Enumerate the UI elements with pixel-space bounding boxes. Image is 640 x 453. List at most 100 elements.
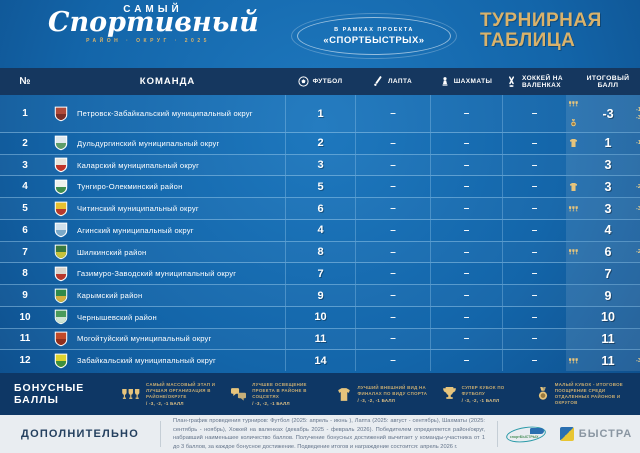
team-name: Агинский муниципальный округ bbox=[77, 225, 194, 235]
team-emblem bbox=[54, 106, 68, 122]
team-name: Дульдургинский муниципальный округ bbox=[77, 138, 220, 148]
table-row: 8 Газимуро-Заводский муниципальный округ… bbox=[0, 263, 640, 286]
sportbystryh-logo-arrow bbox=[529, 428, 544, 434]
total-score-cell: 9 bbox=[566, 285, 640, 306]
bonus-items: САМЫЙ МАССОВЫЙ ЭТАП И ЛУЧШАЯ ОРГАНИЗАЦИЯ… bbox=[122, 382, 640, 407]
hockey-sticks-icon bbox=[505, 76, 518, 87]
chess-score: – bbox=[430, 133, 502, 154]
table-row: 4 Тунгиро-Олекминский район 5 – – – 3 -2 bbox=[0, 176, 640, 199]
bonus-badges bbox=[566, 243, 580, 261]
total-score-cell: 11 -3 bbox=[566, 350, 640, 372]
total-score: 4 bbox=[604, 223, 612, 238]
bonus-note: -2 bbox=[636, 249, 640, 256]
row-rank: 5 bbox=[22, 203, 28, 215]
chess-score: – bbox=[430, 219, 502, 241]
hockey-score: – bbox=[502, 306, 566, 328]
lapta-score: – bbox=[355, 263, 430, 285]
col-header-lapta: ЛАПТА bbox=[355, 76, 430, 87]
bonus-item-text: САМЫЙ МАССОВЫЙ ЭТАП И ЛУЧШАЯ ОРГАНИЗАЦИЯ… bbox=[146, 382, 223, 407]
hockey-score: – bbox=[502, 176, 566, 198]
row-rank: 3 bbox=[22, 159, 28, 171]
row-rank: 9 bbox=[22, 290, 28, 301]
bonus-badges bbox=[566, 95, 580, 132]
team-name: Чернышевский район bbox=[77, 312, 157, 322]
hockey-score: – bbox=[502, 198, 566, 219]
lapta-score: – bbox=[355, 95, 430, 132]
bonus-item: СУПЕР КУБОК ПО ФУТБОЛУ / -3, -2, -1 БАЛЛ bbox=[442, 385, 537, 404]
team-emblem bbox=[54, 266, 68, 282]
table-row: 3 Каларский муниципальный округ 3 – – – … bbox=[0, 154, 640, 177]
hockey-score: – bbox=[502, 133, 566, 154]
team-emblem bbox=[54, 135, 68, 151]
hockey-score: – bbox=[502, 241, 566, 263]
hockey-score: – bbox=[502, 263, 566, 285]
bonus-item: МАЛЫЙ КУБОК - ИТОГОВОЕ ПООЩРЕНИЕ СРЕДИ О… bbox=[537, 382, 640, 407]
team-emblem bbox=[54, 309, 68, 325]
total-score: 11 bbox=[601, 331, 615, 346]
total-score: 3 bbox=[604, 179, 612, 194]
table-header: № КОМАНДА ФУТБОЛ ЛАПТА ШАХМАТЫ ХОККЕЙ НА… bbox=[0, 68, 640, 95]
bystra-logo: БЫСТРА bbox=[559, 427, 632, 441]
team-name: Каларский муниципальный округ bbox=[77, 160, 200, 170]
header: САМЫЙ Спортивный РАЙОН · ОКРУГ · 2025 В … bbox=[0, 0, 640, 68]
total-score-cell: 6 -2 bbox=[566, 241, 640, 263]
medal-icon bbox=[569, 114, 578, 132]
total-score-cell: 4 bbox=[566, 219, 640, 241]
row-team: Шилкинский район bbox=[50, 242, 285, 263]
team-name: Карымский район bbox=[77, 291, 143, 300]
row-team: Петровск-Забайкальский муниципальный окр… bbox=[50, 95, 285, 132]
sportbystryh-logo: спортБЫСТРЫХ bbox=[504, 424, 547, 445]
row-rank: 2 bbox=[22, 137, 28, 149]
bonus-item: САМЫЙ МАССОВЫЙ ЭТАП И ЛУЧШАЯ ОРГАНИЗАЦИЯ… bbox=[122, 382, 231, 407]
total-score: 3 bbox=[604, 158, 612, 173]
football-score: 8 bbox=[285, 241, 355, 263]
row-team: Читинский муниципальный округ bbox=[50, 198, 285, 219]
row-rank: 12 bbox=[19, 355, 31, 367]
bonus-badges bbox=[566, 200, 580, 218]
bonus-badges bbox=[566, 352, 580, 370]
lapta-score: – bbox=[355, 285, 430, 306]
chess-score: – bbox=[430, 154, 502, 176]
bonus-notes: -3 bbox=[636, 206, 640, 212]
samyi-sportivnyi-logo: САМЫЙ Спортивный РАЙОН · ОКРУГ · 2025 bbox=[48, 4, 259, 44]
hockey-score: – bbox=[502, 350, 566, 372]
table-row: 10 Чернышевский район 10 – – – 10 bbox=[0, 306, 640, 329]
team-name: Газимуро-Заводский муниципальный округ bbox=[77, 269, 237, 279]
total-score: 9 bbox=[604, 288, 612, 303]
row-rank: 8 bbox=[22, 268, 28, 280]
team-name: Забайкальский муниципальный округ bbox=[77, 356, 216, 366]
bonus-item-points: / -3, -2, -1 БАЛЛ bbox=[252, 400, 290, 406]
tshirt-icon bbox=[569, 178, 578, 196]
chess-score: – bbox=[430, 350, 502, 372]
page-title: ТУРНИРНАЯ ТАБЛИЦА bbox=[480, 11, 602, 51]
chess-score: – bbox=[430, 198, 502, 219]
table-body: 1 Петровск-Забайкальский муниципальный о… bbox=[0, 95, 640, 372]
row-team: Чернышевский район bbox=[50, 307, 285, 328]
team-name: Могойтуйский муниципальный округ bbox=[77, 334, 212, 344]
team-emblem bbox=[54, 288, 68, 304]
lapta-score: – bbox=[355, 328, 430, 350]
bonus-item-points: / -3, -2, -1 БАЛЛ bbox=[357, 397, 396, 403]
trophies-icon bbox=[122, 388, 140, 400]
total-score-cell: 3 -2 bbox=[566, 176, 640, 198]
total-score-cell: 3 -3 bbox=[566, 198, 640, 219]
bonus-note: -3 bbox=[636, 357, 640, 364]
bonus-legend-label: БОНУСНЫЕ БАЛЛЫ bbox=[14, 382, 85, 406]
page-title-line1: ТУРНИРНАЯ bbox=[480, 10, 602, 31]
col-header-team: КОМАНДА bbox=[139, 76, 196, 87]
project-badge: В РАМКАХ ПРОЕКТА «СПОРТБЫСТРЫХ» bbox=[291, 13, 457, 59]
total-score: 6 bbox=[604, 245, 612, 260]
lapta-bat-icon bbox=[373, 76, 384, 87]
col-header-chess-label: ШАХМАТЫ bbox=[453, 78, 493, 85]
bonus-item: ЛУЧШИЙ ВНЕШНИЙ ВИД НА ФИНАЛАХ ПО ВИДУ СП… bbox=[337, 385, 442, 404]
col-header-lapta-label: ЛАПТА bbox=[387, 78, 413, 85]
bonus-notes: -3 bbox=[636, 358, 640, 364]
hockey-score: – bbox=[502, 95, 566, 132]
hockey-score: – bbox=[502, 328, 566, 350]
row-rank: 1 bbox=[22, 108, 28, 119]
bonus-item-text: ЛУЧШЕЕ ОСВЕЩЕНИЕ ПРОЕКТА В РАЙОНЕ В СОЦС… bbox=[252, 382, 329, 407]
row-team: Газимуро-Заводский муниципальный округ bbox=[50, 263, 285, 284]
col-header-hockey-label: ХОККЕЙ НА ВАЛЕНКАХ bbox=[522, 74, 563, 89]
col-header-football-label: ФУТБОЛ bbox=[312, 78, 343, 85]
total-score-cell: -3 -1 -3 bbox=[566, 95, 640, 132]
